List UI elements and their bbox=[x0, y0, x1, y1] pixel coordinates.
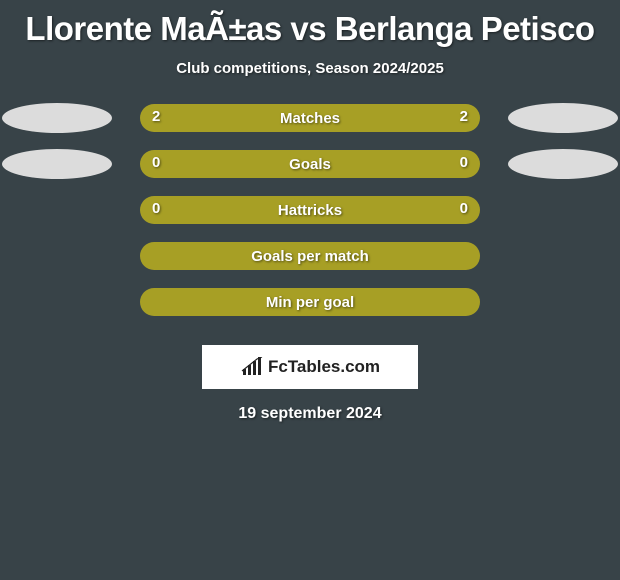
stats-rows: 2 Matches 2 0 Goals 0 0 Hattricks 0 Goals per mat… bbox=[0, 101, 620, 331]
chart-icon bbox=[240, 357, 264, 377]
stat-bar: 2 Matches 2 bbox=[140, 104, 480, 132]
stat-bar: 0 Goals 0 bbox=[140, 150, 480, 178]
team-left-ellipse bbox=[2, 103, 112, 133]
team-right-ellipse bbox=[508, 149, 618, 179]
stat-label: Hattricks bbox=[278, 202, 342, 219]
stat-bar: Goals per match bbox=[140, 242, 480, 270]
stat-row: 0 Hattricks 0 bbox=[0, 193, 620, 239]
team-right-ellipse bbox=[508, 103, 618, 133]
stat-bar: Min per goal bbox=[140, 288, 480, 316]
stat-label: Goals bbox=[289, 156, 331, 173]
footer-logo-inner: FcTables.com bbox=[240, 357, 380, 377]
footer-logo: FcTables.com bbox=[202, 345, 418, 389]
stat-label: Matches bbox=[280, 110, 340, 127]
stat-bar: 0 Hattricks 0 bbox=[140, 196, 480, 224]
stat-label: Min per goal bbox=[266, 294, 354, 311]
stat-label: Goals per match bbox=[251, 248, 369, 265]
stat-row: Min per goal bbox=[0, 285, 620, 331]
page-subtitle: Club competitions, Season 2024/2025 bbox=[0, 60, 620, 77]
footer-date: 19 september 2024 bbox=[0, 405, 620, 423]
stat-row: Goals per match bbox=[0, 239, 620, 285]
stat-value-right: 0 bbox=[460, 154, 468, 171]
footer-logo-text: FcTables.com bbox=[268, 357, 380, 377]
stat-value-left: 0 bbox=[152, 200, 160, 217]
stat-value-right: 0 bbox=[460, 200, 468, 217]
team-left-ellipse bbox=[2, 149, 112, 179]
stat-row: 0 Goals 0 bbox=[0, 147, 620, 193]
stat-row: 2 Matches 2 bbox=[0, 101, 620, 147]
stat-value-left: 2 bbox=[152, 108, 160, 125]
stat-value-left: 0 bbox=[152, 154, 160, 171]
stat-value-right: 2 bbox=[460, 108, 468, 125]
page-title: Llorente MaÃ±as vs Berlanga Petisco bbox=[0, 0, 620, 48]
